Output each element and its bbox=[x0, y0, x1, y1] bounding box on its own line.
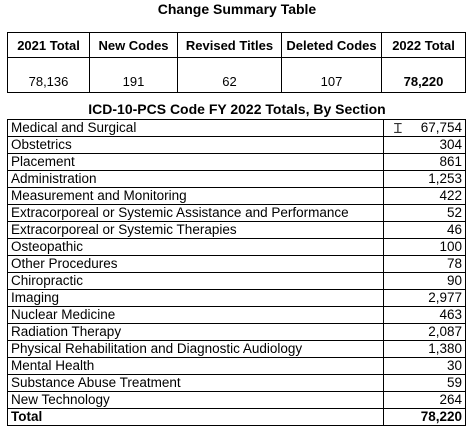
table-row: Obstetrics 304 bbox=[7, 136, 466, 154]
value-2022-total: 78,220 bbox=[381, 57, 466, 93]
section-name: Medical and Surgical bbox=[7, 119, 384, 137]
section-count: 422 bbox=[383, 187, 466, 205]
section-count: 52 bbox=[383, 204, 466, 222]
section-count: 2,977 bbox=[383, 289, 466, 307]
section-name: Mental Health bbox=[7, 357, 384, 375]
section-name: Extracorporeal or Systemic Therapies bbox=[7, 221, 384, 239]
table-row: Extracorporeal or Systemic Assistance an… bbox=[7, 204, 466, 222]
section-name: Nuclear Medicine bbox=[7, 306, 384, 324]
table-row: Extracorporeal or Systemic Therapies 46 bbox=[7, 221, 466, 239]
section-count: 1,380 bbox=[383, 340, 466, 358]
header-revised-titles: Revised Titles bbox=[177, 32, 282, 58]
table-row: Placement 861 bbox=[7, 153, 466, 171]
section-count: 46 bbox=[383, 221, 466, 239]
summary-header-row: 2021 Total New Codes Revised Titles Dele… bbox=[7, 32, 466, 58]
section-name: Extracorporeal or Systemic Assistance an… bbox=[7, 204, 384, 222]
header-2022-total: 2022 Total bbox=[381, 32, 466, 58]
header-new-codes: New Codes bbox=[89, 32, 178, 58]
section-name: Chiropractic bbox=[7, 272, 384, 290]
section-name: Osteopathic bbox=[7, 238, 384, 256]
value-new-codes: 191 bbox=[89, 57, 178, 93]
table-row: Substance Abuse Treatment 59 bbox=[7, 374, 466, 392]
total-value: 78,220 bbox=[383, 408, 466, 426]
section-name: Other Procedures bbox=[7, 255, 384, 273]
summary-value-row: 78,136 191 62 107 78,220 bbox=[7, 57, 466, 93]
table-row: Physical Rehabilitation and Diagnostic A… bbox=[7, 340, 466, 358]
table-row: Administration 1,253 bbox=[7, 170, 466, 188]
header-deleted-codes: Deleted Codes bbox=[281, 32, 382, 58]
section-count: 463 bbox=[383, 306, 466, 324]
table-row: New Technology 264 bbox=[7, 391, 466, 409]
section-count: 264 bbox=[383, 391, 466, 409]
change-summary-table: 2021 Total New Codes Revised Titles Dele… bbox=[7, 32, 466, 93]
value-revised-titles: 62 bbox=[177, 57, 282, 93]
table-row: Imaging 2,977 bbox=[7, 289, 466, 307]
section-count: 861 bbox=[383, 153, 466, 171]
summary-table-title: Change Summary Table bbox=[157, 1, 317, 17]
table-row: Mental Health 30 bbox=[7, 357, 466, 375]
value-2021-total: 78,136 bbox=[7, 57, 90, 93]
section-totals-table: Medical and Surgical 67,754 Obstetrics 304 P… bbox=[7, 119, 466, 426]
section-name: Imaging bbox=[7, 289, 384, 307]
section-name: Measurement and Monitoring bbox=[7, 187, 384, 205]
section-name: Physical Rehabilitation and Diagnostic A… bbox=[7, 340, 384, 358]
total-row: Total 78,220 bbox=[7, 408, 466, 426]
sections-table-title: ICD-10-PCS Code FY 2022 Totals, By Secti… bbox=[88, 101, 386, 117]
table-row: Other Procedures 78 bbox=[7, 255, 466, 273]
section-count: 78 bbox=[383, 255, 466, 273]
section-name: Obstetrics bbox=[7, 136, 384, 154]
table-row: Measurement and Monitoring 422 bbox=[7, 187, 466, 205]
section-name: Placement bbox=[7, 153, 384, 171]
section-name: Radiation Therapy bbox=[7, 323, 384, 341]
section-name: Administration bbox=[7, 170, 384, 188]
section-count: 2,087 bbox=[383, 323, 466, 341]
total-label: Total bbox=[7, 408, 384, 426]
section-count: 30 bbox=[383, 357, 466, 375]
section-count: 1,253 bbox=[383, 170, 466, 188]
section-count: 304 bbox=[383, 136, 466, 154]
table-row: Radiation Therapy 2,087 bbox=[7, 323, 466, 341]
table-row: Chiropractic 90 bbox=[7, 272, 466, 290]
table-row: Nuclear Medicine 463 bbox=[7, 306, 466, 324]
header-2021-total: 2021 Total bbox=[7, 32, 90, 58]
section-name: Substance Abuse Treatment bbox=[7, 374, 384, 392]
section-name: New Technology bbox=[7, 391, 384, 409]
text-cursor-icon: Ɪ bbox=[394, 120, 402, 136]
table-row: Osteopathic 100 bbox=[7, 238, 466, 256]
section-count: 90 bbox=[383, 272, 466, 290]
section-count: 100 bbox=[383, 238, 466, 256]
section-count: 59 bbox=[383, 374, 466, 392]
value-deleted-codes: 107 bbox=[281, 57, 382, 93]
